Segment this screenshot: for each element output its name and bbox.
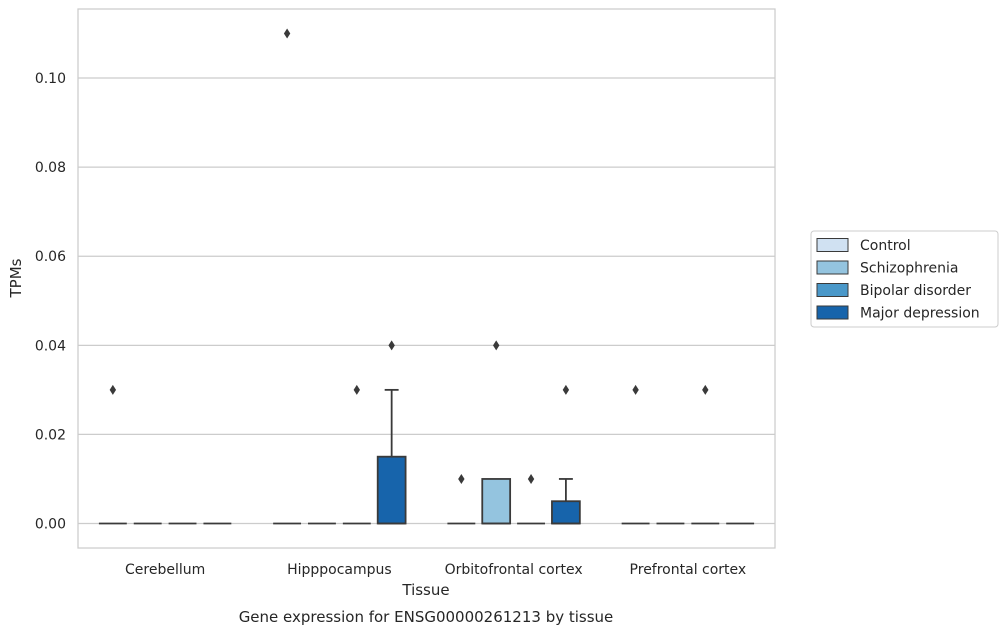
box-group bbox=[273, 28, 302, 525]
box-group bbox=[481, 340, 512, 525]
legend-label: Control bbox=[860, 238, 911, 254]
y-tick-label: 0.10 bbox=[35, 71, 66, 87]
outlier-point bbox=[527, 473, 535, 484]
box-group bbox=[98, 384, 127, 525]
legend-label: Bipolar disorder bbox=[860, 283, 971, 299]
outlier-point bbox=[353, 384, 360, 395]
box bbox=[551, 500, 581, 525]
x-tick-label: Hipppocampus bbox=[287, 562, 392, 578]
outlier-point bbox=[458, 473, 465, 484]
x-tick-label: Prefrontal cortex bbox=[630, 562, 747, 578]
y-tick-label: 0.04 bbox=[35, 338, 66, 354]
y-tick-labels: 0.00 0.02 0.04 0.06 0.08 0.10 bbox=[35, 71, 66, 532]
box-group bbox=[517, 473, 545, 525]
boxes-layer bbox=[98, 28, 755, 525]
outlier-point bbox=[632, 384, 639, 395]
y-tick-label: 0.06 bbox=[35, 249, 66, 265]
legend-label: Major depression bbox=[860, 306, 980, 322]
chart-caption: Gene expression for ENSG00000261213 by t… bbox=[239, 608, 614, 626]
y-tick-label: 0.00 bbox=[35, 517, 66, 533]
box bbox=[376, 455, 407, 525]
box-group bbox=[447, 473, 476, 525]
y-tick-label: 0.08 bbox=[35, 160, 66, 176]
outlier-point bbox=[388, 340, 395, 351]
legend-frame bbox=[810, 230, 999, 328]
x-tick-labels: Cerebellum Hipppocampus Orbitofrontal cort… bbox=[125, 562, 746, 578]
legend-swatch bbox=[816, 260, 849, 275]
legend-swatch bbox=[816, 238, 849, 252]
box-group bbox=[551, 384, 581, 525]
outlier-point bbox=[562, 384, 570, 395]
box bbox=[481, 478, 512, 525]
legend-swatch bbox=[816, 283, 849, 297]
legend: Control Schizophrenia Bipolar disorder Majo… bbox=[810, 230, 999, 328]
y-axis-label: TPMs bbox=[7, 258, 25, 298]
box-group bbox=[342, 384, 371, 525]
x-axis-label: Tissue bbox=[401, 581, 449, 599]
legend-label: Schizophrenia bbox=[860, 261, 958, 277]
box-group bbox=[691, 384, 720, 525]
box-group bbox=[621, 384, 650, 525]
outlier-point bbox=[702, 384, 709, 395]
outlier-point bbox=[283, 28, 291, 39]
legend-swatch bbox=[816, 305, 849, 320]
x-tick-label: Cerebellum bbox=[125, 562, 205, 578]
x-tick-label: Orbitofrontal cortex bbox=[445, 562, 583, 578]
outlier-point bbox=[109, 384, 117, 395]
y-tick-label: 0.02 bbox=[35, 427, 66, 443]
outlier-point bbox=[493, 340, 500, 351]
plot-frame bbox=[77, 8, 776, 549]
box-group bbox=[376, 340, 407, 525]
